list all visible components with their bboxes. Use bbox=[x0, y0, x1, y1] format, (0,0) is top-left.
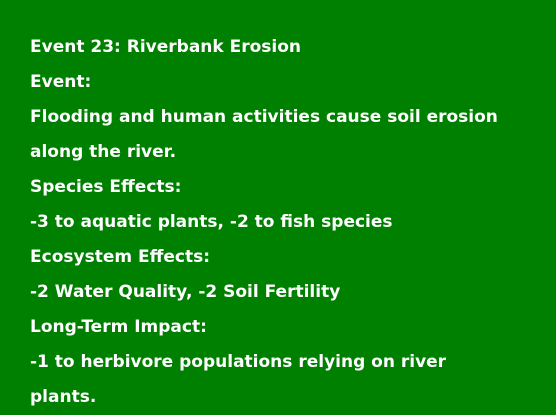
event-description: Flooding and human activities cause soil… bbox=[30, 107, 498, 162]
event-label: Event: bbox=[30, 72, 92, 92]
species-effects-text: -3 to aquatic plants, -2 to fish species bbox=[30, 212, 393, 232]
event-title: Event 23: Riverbank Erosion bbox=[30, 37, 302, 57]
species-effects-label: Species Effects: bbox=[30, 177, 182, 197]
ecosystem-effects-label: Ecosystem Effects: bbox=[30, 247, 211, 267]
long-term-impact-label: Long-Term Impact: bbox=[30, 317, 207, 337]
ecosystem-effects-text: -2 Water Quality, -2 Soil Fertility bbox=[30, 282, 341, 302]
long-term-impact-text: -1 to herbivore populations relying on r… bbox=[30, 352, 447, 407]
